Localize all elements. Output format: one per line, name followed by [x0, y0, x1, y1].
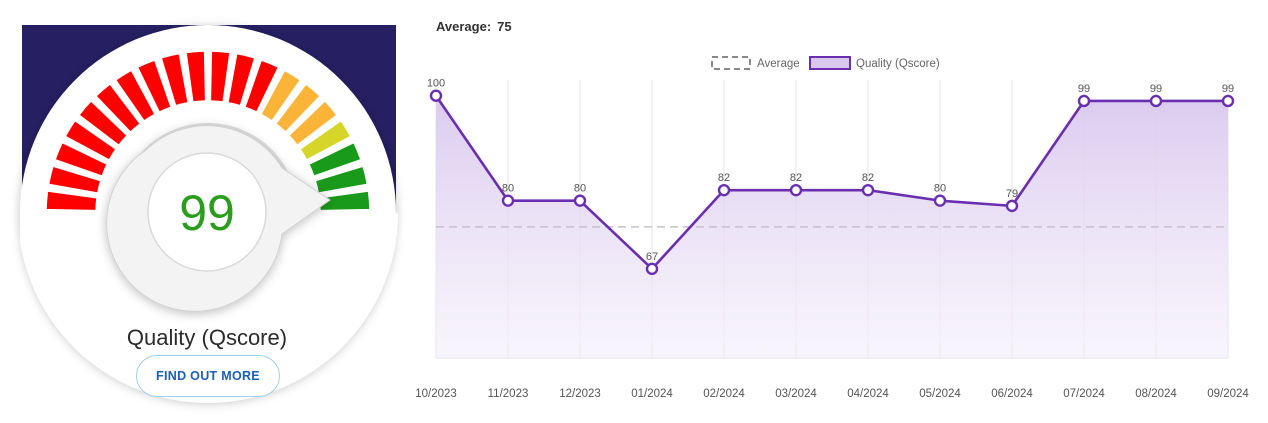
- gauge-segment: [64, 119, 117, 161]
- x-tick-label: 12/2023: [559, 388, 601, 400]
- gauge-segment: [260, 69, 302, 122]
- average-header-value: 75: [497, 19, 512, 34]
- gauge-segment: [45, 190, 98, 212]
- data-label: 79: [1006, 188, 1018, 200]
- data-label: 99: [1222, 83, 1234, 95]
- gauge-segment: [274, 83, 321, 133]
- x-tick-label: 07/2024: [1063, 388, 1105, 400]
- data-label: 80: [502, 183, 514, 195]
- average-header: Average: 75: [436, 19, 518, 34]
- data-point[interactable]: [717, 183, 731, 197]
- data-label: 80: [934, 183, 946, 195]
- data-point[interactable]: [501, 194, 515, 207]
- x-tick-label: 02/2024: [703, 388, 745, 400]
- data-point[interactable]: [1077, 94, 1091, 108]
- gauge-segment: [160, 52, 189, 107]
- data-label: 80: [574, 183, 586, 195]
- x-tick-label: 10/2023: [415, 388, 457, 400]
- gauge-widget: 99 Quality (Qscore): [20, 25, 398, 403]
- data-point[interactable]: [573, 194, 587, 207]
- data-label: 82: [790, 172, 802, 184]
- data-label: 82: [718, 172, 730, 184]
- data-label: 99: [1150, 83, 1162, 95]
- x-tick-label: 01/2024: [631, 388, 673, 400]
- data-point[interactable]: [1221, 94, 1235, 108]
- x-tick-label: 06/2024: [991, 388, 1033, 400]
- data-point[interactable]: [861, 183, 875, 197]
- gauge-segment: [136, 59, 172, 113]
- data-label: 82: [862, 172, 874, 184]
- gauge-segment: [185, 50, 207, 103]
- legend-average-label[interactable]: Average: [757, 58, 800, 70]
- score-value: 99: [179, 185, 235, 241]
- quality-line: [434, 95, 1228, 271]
- gauge-segment: [299, 119, 352, 161]
- average-header-label: Average:: [436, 19, 492, 34]
- gauge-segment: [54, 141, 108, 177]
- gauge-segments: [45, 50, 371, 212]
- data-point[interactable]: [1149, 94, 1163, 108]
- x-axis-ticks: 10/2023 11/2023 12/2023 01/2024 02/2024 03/20…: [415, 388, 1249, 400]
- data-label: 67: [646, 251, 658, 263]
- x-tick-label: 05/2024: [919, 388, 961, 400]
- data-point[interactable]: [1005, 199, 1019, 213]
- x-tick-label: 09/2024: [1207, 388, 1249, 400]
- score-bubble: [106, 125, 331, 312]
- data-label: 99: [1078, 83, 1090, 95]
- data-labels: 100 80 80 67 82 82 82 80 79 99 99 99: [427, 78, 1234, 263]
- x-tick-label: 11/2023: [488, 388, 529, 400]
- gauge-segment: [227, 52, 256, 107]
- gauge-segment: [244, 59, 280, 113]
- data-point[interactable]: [429, 89, 443, 102]
- find-out-more-button[interactable]: FIND OUT MORE: [136, 355, 280, 397]
- gauge-segment: [95, 83, 142, 133]
- gauge-segment: [114, 69, 156, 122]
- gauge-label: Quality (Qscore): [127, 325, 287, 350]
- data-point[interactable]: [645, 262, 659, 276]
- x-tick-label: 03/2024: [775, 388, 817, 400]
- chart-legend: Average Quality (Qscore): [711, 56, 940, 70]
- gauge-segment: [308, 141, 362, 177]
- data-point[interactable]: [933, 194, 947, 207]
- x-tick-label: 04/2024: [847, 388, 889, 400]
- data-points: [429, 89, 1235, 276]
- gauge-segment: [47, 165, 102, 194]
- gauge-segment: [288, 100, 338, 147]
- gauge-segment: [209, 50, 231, 103]
- x-tick-label: 08/2024: [1135, 388, 1177, 400]
- legend-average-swatch: [711, 56, 751, 70]
- gauge-segment: [78, 100, 128, 147]
- data-point[interactable]: [789, 183, 803, 197]
- legend-quality-label[interactable]: Quality (Qscore): [856, 58, 940, 70]
- data-label: 100: [427, 78, 445, 90]
- quality-line-group: [434, 95, 1228, 271]
- legend-quality-swatch: [809, 56, 851, 70]
